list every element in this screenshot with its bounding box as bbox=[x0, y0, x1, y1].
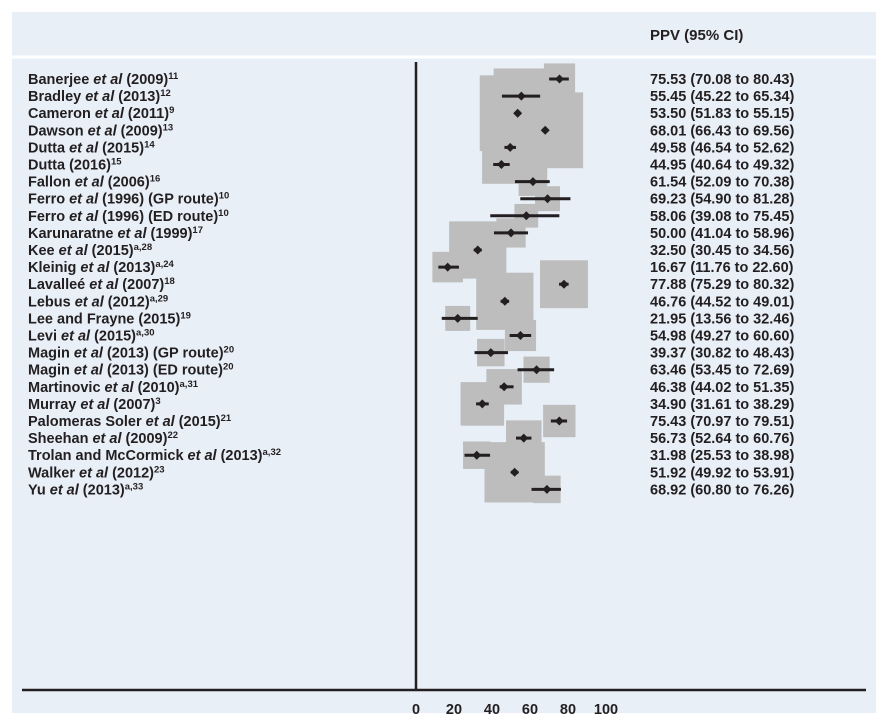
study-ppv-value: 46.38 (44.02 to 51.35) bbox=[650, 380, 794, 396]
study-estimate-marker bbox=[453, 313, 463, 323]
study-ppv-value: 56.73 (52.64 to 60.76) bbox=[650, 431, 794, 447]
study-label: Ferro et al (1996) (GP route)10 bbox=[28, 191, 229, 208]
study-ppv-value: 31.98 (25.53 to 38.98) bbox=[650, 448, 794, 464]
study-estimate-marker bbox=[496, 160, 506, 169]
study-estimate-marker bbox=[528, 177, 538, 187]
study-label: Fallon et al (2006)16 bbox=[28, 174, 160, 191]
study-ppv-value: 49.58 (46.54 to 52.62) bbox=[650, 140, 794, 156]
study-label: Karunaratne et al (1999)17 bbox=[28, 225, 203, 242]
study-ppv-value: 68.92 (60.80 to 76.26) bbox=[650, 482, 794, 498]
study-label: Lavalleé et al (2007)18 bbox=[28, 276, 175, 293]
study-estimate-marker bbox=[515, 331, 525, 340]
study-estimate-marker bbox=[510, 467, 520, 477]
study-label: Levi et al (2015)a,30 bbox=[28, 328, 155, 345]
study-label: Cameron et al (2011)9 bbox=[28, 105, 174, 122]
study-estimate-marker bbox=[554, 416, 564, 426]
study-label: Banerjee et al (2009)11 bbox=[28, 71, 179, 88]
study-ppv-value: 55.45 (45.22 to 65.34) bbox=[650, 89, 794, 105]
study-ppv-value: 44.95 (40.64 to 49.32) bbox=[650, 158, 794, 174]
study-ppv-value: 75.43 (70.97 to 79.51) bbox=[650, 414, 794, 430]
x-tick-label: 100 bbox=[594, 702, 618, 718]
study-ppv-value: 34.90 (31.61 to 38.29) bbox=[650, 397, 794, 413]
x-tick-label: 20 bbox=[446, 702, 462, 718]
study-estimate-marker bbox=[555, 74, 565, 84]
study-ppv-value: 46.76 (44.52 to 49.01) bbox=[650, 294, 794, 310]
point-estimates bbox=[443, 74, 569, 494]
study-ppv-value: 50.00 (41.04 to 58.96) bbox=[650, 226, 794, 242]
study-estimate-marker bbox=[505, 142, 515, 152]
study-ppv-value: 58.06 (39.08 to 75.45) bbox=[650, 209, 794, 225]
plot-background bbox=[12, 12, 876, 713]
x-tick-label: 80 bbox=[560, 702, 576, 718]
study-estimate-marker bbox=[472, 450, 482, 460]
x-tick-label: 0 bbox=[412, 702, 420, 718]
study-estimate-marker bbox=[516, 91, 526, 101]
study-ppv-value: 63.46 (53.45 to 72.69) bbox=[650, 363, 794, 379]
study-estimate-marker bbox=[542, 484, 552, 494]
study-label: Lee and Frayne (2015)19 bbox=[28, 310, 191, 327]
study-label: Sheehan et al (2009)22 bbox=[28, 430, 178, 447]
weight-boxes bbox=[432, 63, 588, 504]
study-ppv-value: 61.54 (52.09 to 70.38) bbox=[650, 175, 794, 191]
study-ppv-value: 68.01 (66.43 to 69.56) bbox=[650, 123, 794, 139]
study-ppv-value: 21.95 (13.56 to 32.46) bbox=[650, 311, 794, 327]
study-ppv-value: 69.23 (54.90 to 81.28) bbox=[650, 192, 794, 208]
study-label: Bradley et al (2013)12 bbox=[28, 88, 171, 105]
study-estimate-marker bbox=[521, 211, 531, 221]
study-label: Dawson et al (2009)13 bbox=[28, 122, 173, 139]
study-estimate-marker bbox=[559, 279, 569, 289]
x-axis-ticks: 0 20 40 60 80 100 bbox=[412, 702, 618, 718]
study-ppv-value: 53.50 (51.83 to 55.15) bbox=[650, 106, 794, 122]
study-estimate-marker bbox=[486, 348, 496, 358]
x-tick-label: 60 bbox=[522, 702, 538, 718]
study-label: Ferro et al (1996) (ED route)10 bbox=[28, 208, 229, 225]
study-estimate-marker bbox=[499, 382, 509, 392]
study-label: Dutta (2016)15 bbox=[28, 157, 122, 174]
study-estimate-marker bbox=[500, 296, 510, 306]
column-header-ppv: PPV (95% CI) bbox=[650, 27, 743, 44]
study-estimate-marker bbox=[477, 399, 487, 409]
x-tick-label: 40 bbox=[484, 702, 500, 718]
study-estimate-marker bbox=[519, 433, 529, 443]
study-estimate-marker bbox=[513, 108, 523, 118]
study-label: Kee et al (2015)a,28 bbox=[28, 242, 152, 259]
study-estimate-marker bbox=[543, 194, 553, 204]
study-label: Kleinig et al (2013)a,24 bbox=[28, 259, 175, 276]
study-estimate-marker bbox=[473, 245, 483, 255]
study-estimate-marker bbox=[443, 262, 453, 272]
study-label: Magin et al (2013) (GP route)20 bbox=[28, 345, 234, 362]
study-ppv-value: 75.53 (70.08 to 80.43) bbox=[650, 72, 794, 88]
study-estimate-marker bbox=[532, 365, 542, 375]
study-label: Yu et al (2013)a,33 bbox=[28, 481, 143, 498]
study-estimate-marker bbox=[540, 125, 550, 135]
study-label: Murray et al (2007)3 bbox=[28, 396, 161, 413]
study-ppv-value: 39.37 (30.82 to 48.43) bbox=[650, 346, 794, 362]
study-ppv-value: 32.50 (30.45 to 34.56) bbox=[650, 243, 794, 259]
study-label: Lebus et al (2012)a,29 bbox=[28, 293, 168, 310]
ppv-values: 75.53 (70.08 to 80.43)55.45 (45.22 to 65… bbox=[650, 72, 794, 498]
study-label: Dutta et al (2015)14 bbox=[28, 139, 155, 156]
study-estimate-marker bbox=[506, 228, 516, 238]
study-ppv-value: 54.98 (49.27 to 60.60) bbox=[650, 329, 794, 345]
study-ppv-value: 51.92 (49.92 to 53.91) bbox=[650, 465, 794, 481]
study-label: Walker et al (2012)23 bbox=[28, 464, 165, 481]
study-label: Palomeras Soler et al (2015)21 bbox=[28, 413, 232, 430]
study-label: Martinovic et al (2010)a,31 bbox=[28, 379, 199, 396]
study-ppv-value: 16.67 (11.76 to 22.60) bbox=[650, 260, 794, 276]
study-label: Magin et al (2013) (ED route)20 bbox=[28, 362, 234, 379]
study-ppv-value: 77.88 (75.29 to 80.32) bbox=[650, 277, 794, 293]
study-label: Trolan and McCormick et al (2013)a,32 bbox=[28, 447, 281, 464]
